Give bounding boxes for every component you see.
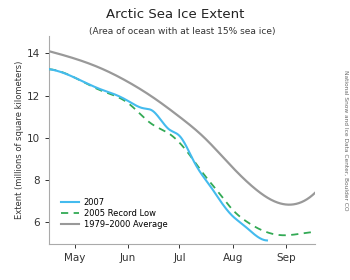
Text: Arctic Sea Ice Extent: Arctic Sea Ice Extent xyxy=(106,8,244,21)
Title: (Area of ocean with at least 15% sea ice): (Area of ocean with at least 15% sea ice… xyxy=(89,27,275,36)
Text: National Snow and Ice Data Center, Boulder CO: National Snow and Ice Data Center, Bould… xyxy=(343,70,348,210)
Y-axis label: Extent (millions of square kilometers): Extent (millions of square kilometers) xyxy=(15,61,24,219)
Legend: 2007, 2005 Record Low, 1979–2000 Average: 2007, 2005 Record Low, 1979–2000 Average xyxy=(61,198,167,229)
